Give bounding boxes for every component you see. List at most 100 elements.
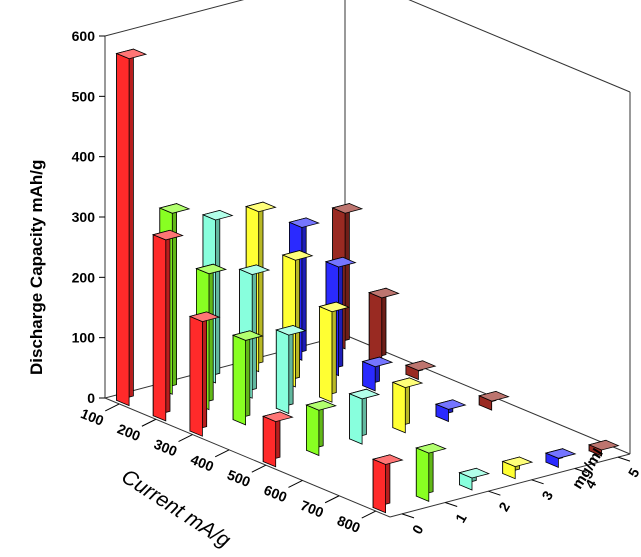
- x-tick-label: 500: [225, 466, 253, 490]
- bar-front-face: [368, 291, 383, 365]
- bar-top-face: [158, 203, 191, 214]
- bar-top-face: [331, 203, 364, 214]
- bar: [501, 456, 534, 480]
- bar-top-face: [318, 301, 351, 313]
- x-tick-mark: [141, 418, 157, 427]
- bar-top-face: [404, 360, 437, 371]
- y-tick-label: 100: [72, 330, 96, 346]
- frame-line: [408, 0, 631, 93]
- bar-top-face: [587, 439, 620, 451]
- bar-front-face: [319, 305, 333, 403]
- bar: [361, 356, 394, 392]
- bar-top-face: [305, 400, 337, 411]
- bar-top-face: [188, 311, 221, 323]
- bar-front-face: [392, 381, 406, 434]
- x-tick-mark: [105, 403, 120, 412]
- z-tick-label: 2: [495, 499, 513, 514]
- x-tick-mark: [214, 449, 230, 458]
- x-tick-mark: [324, 495, 340, 504]
- bar-top-face: [544, 448, 577, 459]
- bar-top-face: [195, 263, 228, 275]
- frame-line: [104, 0, 245, 37]
- x-tick-label: 100: [78, 405, 106, 429]
- z-tick-mark: [445, 502, 458, 507]
- bar: [318, 301, 351, 403]
- bar-top-face: [415, 443, 447, 454]
- bar: [367, 287, 400, 365]
- x-tick-mark: [178, 434, 193, 442]
- y-tick-label: 300: [72, 209, 96, 225]
- x-tick-label: 800: [335, 512, 363, 536]
- bar-top-face: [261, 411, 294, 423]
- z-tick-label: 5: [625, 465, 641, 480]
- x-axis-label: Current mA/g: [117, 465, 235, 552]
- bar-top-face: [477, 390, 510, 402]
- x-tick-labels: 100 200 300 400 500 600 700 800: [78, 403, 376, 536]
- z-tick-mark: [401, 513, 415, 519]
- frame-line: [104, 334, 346, 399]
- bar-top-face: [238, 264, 271, 276]
- bar-front-face: [152, 234, 167, 422]
- bar-top-face: [371, 454, 404, 465]
- z-tick-label: 1: [452, 510, 470, 525]
- bar: [477, 390, 510, 411]
- y-tick-label: 0: [87, 390, 95, 406]
- x-tick-label: 200: [115, 420, 143, 444]
- bar: [275, 324, 307, 415]
- bar-top-face: [115, 48, 148, 60]
- y-tick-labels: 0 100 200 300 400 500 600: [72, 28, 105, 406]
- bar-front-face: [275, 329, 290, 415]
- bar-front-face: [189, 315, 203, 437]
- bar: [348, 388, 381, 445]
- bar-top-face: [231, 330, 264, 341]
- bar-front-face: [232, 334, 247, 426]
- bar: [458, 467, 491, 491]
- y-tick-label: 600: [72, 28, 96, 44]
- y-tick-label: 500: [72, 88, 96, 104]
- bar: [231, 330, 264, 426]
- x-tick-label: 300: [152, 436, 180, 460]
- bar-front-face: [349, 393, 363, 445]
- z-tick-label: 0: [409, 522, 427, 537]
- y-axis-label: Discharge Capacity mAh/g: [27, 160, 46, 375]
- bar-top-face: [288, 217, 320, 228]
- frame-line: [389, 453, 631, 518]
- y-tick-label: 200: [72, 269, 96, 285]
- bar: [587, 439, 620, 457]
- bars: [115, 48, 620, 514]
- x-tick-mark: [288, 480, 303, 488]
- bar-front-face: [415, 447, 430, 503]
- bar: [115, 48, 148, 407]
- x-tick-mark: [361, 510, 376, 519]
- bar-top-face: [244, 201, 277, 213]
- bar: [151, 229, 184, 422]
- x-tick-label: 700: [298, 497, 326, 521]
- bar-top-face: [151, 229, 184, 241]
- x-tick-mark: [251, 464, 267, 473]
- z-tick-mark: [531, 479, 544, 485]
- x-tick-label: 400: [188, 451, 216, 475]
- bar: [371, 454, 404, 514]
- bar-top-face: [281, 250, 314, 261]
- bar: [404, 360, 437, 381]
- bar: [391, 377, 424, 434]
- bar-front-face: [372, 458, 387, 514]
- bar: [188, 311, 221, 437]
- bar-top-face: [324, 256, 357, 268]
- bar-top-face: [391, 377, 424, 389]
- bar: [261, 411, 294, 468]
- bar-front-face: [116, 52, 130, 407]
- bar: [415, 442, 447, 503]
- bar-top-face: [348, 388, 381, 400]
- bar-top-face: [201, 209, 234, 221]
- z-tick-mark: [488, 490, 501, 496]
- bar-front-face: [262, 415, 277, 468]
- bar-top-face: [275, 325, 307, 336]
- z-tick-mark: [617, 456, 631, 462]
- bar: [544, 448, 577, 469]
- bar: [434, 399, 467, 423]
- bar-front-face: [305, 404, 320, 457]
- z-tick-label: 3: [538, 488, 556, 503]
